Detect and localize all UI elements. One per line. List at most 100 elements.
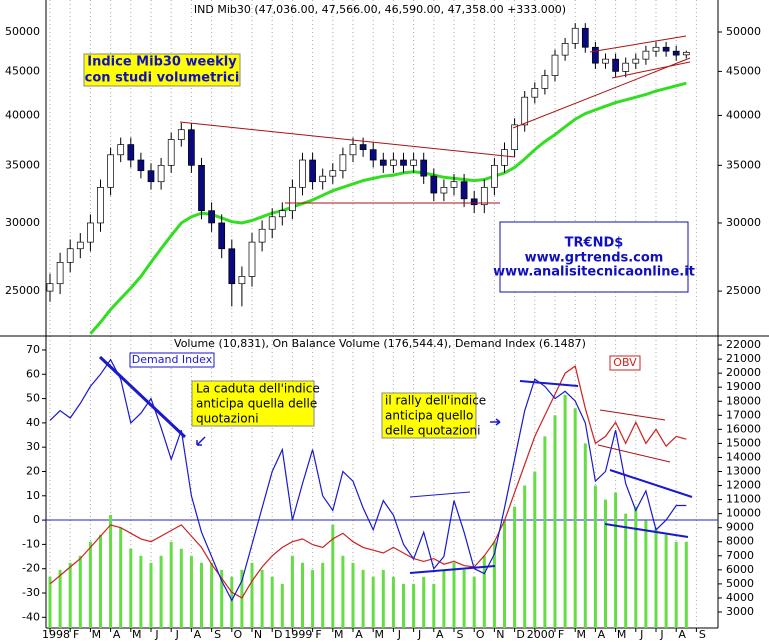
candle-body	[390, 159, 397, 166]
credits-box	[499, 221, 689, 293]
candle-body	[521, 96, 529, 126]
y-tick-label: 60	[26, 367, 40, 380]
y-tick-label: 50000	[726, 25, 761, 38]
volume-bar	[553, 415, 557, 628]
candle-body	[319, 175, 327, 183]
y2-tick-label: 12000	[726, 479, 761, 492]
candle-body	[551, 54, 559, 76]
x-tick-label: J	[659, 628, 663, 641]
y2-tick-label: 9000	[726, 521, 754, 534]
trendline	[589, 35, 687, 53]
x-tick-label: J	[397, 628, 401, 641]
y-tick-label: 50	[26, 392, 40, 405]
x-tick-label: S	[699, 628, 706, 641]
x-tick-label: M	[374, 628, 384, 641]
y2-tick-label: 3000	[726, 605, 754, 618]
y-tick-label: 30000	[726, 216, 761, 229]
candle-body	[602, 58, 609, 64]
candle-body	[652, 46, 660, 52]
y-tick-label: 35000	[5, 158, 40, 171]
candle-body	[198, 164, 205, 212]
volume-bar	[513, 506, 517, 628]
note-text: anticipa quello	[385, 409, 473, 423]
y-tick-label: -10	[22, 537, 40, 550]
trendline	[609, 469, 693, 498]
trendline	[599, 409, 666, 421]
volume-bar	[210, 562, 214, 628]
volume-bar	[533, 471, 537, 628]
note-box	[83, 53, 241, 87]
y2-tick-label: 4000	[726, 591, 754, 604]
volume-bar	[452, 562, 456, 628]
candle-body	[622, 62, 630, 72]
volume-bar	[573, 408, 577, 628]
volume-bar	[381, 569, 385, 628]
candle-body	[592, 46, 599, 64]
volume-bar	[200, 562, 203, 628]
volume-bar	[664, 534, 668, 628]
x-tick-label: F	[558, 628, 564, 641]
candle-body	[228, 248, 236, 285]
y2-tick-label: 14000	[726, 450, 761, 463]
note-text: Indice Mib30 weekly	[87, 55, 237, 70]
candle-body	[329, 170, 337, 177]
candle-body	[127, 144, 135, 161]
x-tick-label: F	[73, 628, 79, 641]
y-tick-label: 45000	[5, 64, 40, 77]
volume-bar	[260, 569, 264, 628]
candle-body	[379, 159, 387, 166]
candle-body	[612, 58, 619, 72]
volume-bar	[472, 576, 476, 628]
candle-body	[440, 186, 448, 194]
x-tick-label: 1999	[284, 628, 312, 641]
candle-body	[480, 186, 488, 206]
x-tick-label: M	[132, 628, 142, 641]
candle-body	[97, 186, 104, 224]
label-box	[609, 355, 641, 371]
y-tick-label: 45000	[726, 64, 761, 77]
y2-tick-label: 11000	[726, 493, 761, 506]
credits-text: www.grtrends.com	[525, 251, 664, 266]
volume-bar	[503, 520, 506, 628]
note-text: il rally dell'indice	[385, 394, 486, 408]
indicator-trendlines	[98, 355, 693, 574]
credits-text: TR€ND$	[565, 236, 624, 251]
volume-bar	[48, 576, 52, 628]
note-box	[381, 392, 477, 439]
candle-body	[137, 159, 145, 172]
volume-bar	[270, 576, 274, 628]
volume-bar	[523, 485, 527, 628]
trendline	[98, 355, 187, 439]
volume-bar	[341, 555, 345, 628]
indicator-line	[49, 358, 687, 602]
candle-body	[248, 241, 256, 277]
volume-bar	[391, 576, 395, 628]
volume-bar	[129, 548, 133, 628]
volume-bar	[684, 541, 688, 628]
volume-bar	[290, 555, 294, 628]
y-tick-label: 30	[26, 440, 40, 453]
candle-body	[470, 198, 478, 206]
candle-body	[289, 186, 296, 212]
candle-body	[369, 149, 377, 161]
volume-bar	[583, 443, 587, 628]
volume-bar	[432, 583, 436, 628]
candle-body	[511, 124, 518, 150]
arrow	[196, 436, 206, 446]
candle-body	[420, 159, 428, 177]
candle-body	[571, 27, 579, 44]
candle-body	[662, 46, 670, 52]
volume-bar	[78, 555, 82, 628]
candle-body	[218, 222, 226, 250]
volume-bar	[614, 492, 618, 628]
x-tick-label: D	[516, 628, 524, 641]
x-tick-label: J	[639, 628, 643, 641]
volume-bar	[543, 436, 547, 628]
arrow	[490, 418, 501, 426]
y-tick-label: 40	[26, 416, 40, 429]
price-trendlines	[179, 35, 691, 463]
candle-body	[157, 164, 165, 183]
volume-bar	[422, 576, 426, 628]
trendline	[597, 444, 671, 463]
y2-tick-label: 8000	[726, 535, 754, 548]
